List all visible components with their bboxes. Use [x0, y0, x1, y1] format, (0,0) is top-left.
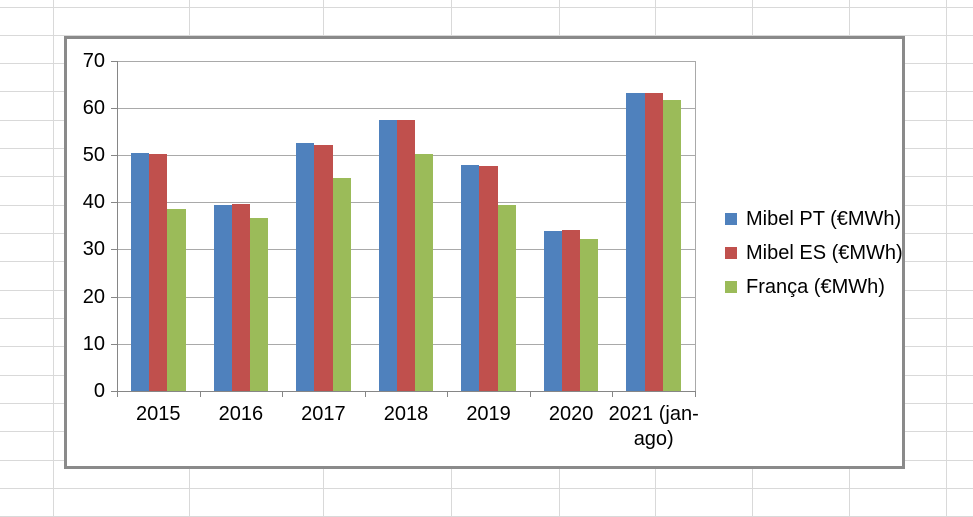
y-axis-label: 60	[82, 96, 105, 119]
bar-frança-1[interactable]	[167, 209, 186, 391]
bar-frança-2[interactable]	[249, 218, 269, 391]
legend-swatch-icon	[725, 247, 737, 259]
bar-mibel-7[interactable]	[644, 92, 663, 391]
x-tick	[282, 391, 284, 397]
x-category-label: 2021 (jan-ago)	[608, 403, 699, 450]
y-axis-label: 70	[82, 49, 105, 72]
y-tick	[111, 249, 117, 251]
x-category-label: 2015	[136, 403, 181, 425]
bar-mibel-6[interactable]	[543, 230, 563, 391]
x-category-label: 2016	[218, 403, 264, 425]
x-category-label: 2017	[301, 403, 346, 425]
y-axis-label: 40	[82, 191, 105, 214]
bar-mibel-2[interactable]	[213, 204, 232, 391]
y-axis[interactable]	[117, 60, 118, 392]
chart-object[interactable]: 0 10 20 30 40 50 60 70 2015 2016 2017 2018 2019 2020 2…	[64, 36, 905, 469]
x-category-label: 2020	[548, 403, 594, 425]
bar-mibel-3[interactable]	[314, 144, 333, 391]
legend-swatch-icon	[725, 281, 737, 293]
bar-frança-4[interactable]	[415, 153, 434, 391]
x-tick	[364, 391, 366, 397]
y-axis-label: 10	[82, 332, 105, 355]
legend-label: Mibel PT (€MWh)	[746, 208, 902, 230]
y-axis-label: 50	[82, 143, 105, 166]
legend-item[interactable]: França (€MWh)	[725, 275, 885, 299]
bar-mibel-3[interactable]	[296, 143, 315, 391]
y-axis-label: 30	[82, 238, 105, 261]
x-category-label: 2018	[383, 403, 429, 425]
x-tick	[695, 391, 696, 397]
bar-mibel-1[interactable]	[149, 153, 168, 391]
x-tick	[447, 391, 449, 397]
bar-mibel-5[interactable]	[479, 165, 498, 391]
legend-item[interactable]: Mibel PT (€MWh)	[725, 207, 901, 231]
y-tick	[111, 107, 117, 109]
legend-item[interactable]: Mibel ES (€MWh)	[725, 241, 903, 265]
bar-mibel-6[interactable]	[562, 230, 581, 391]
x-tick	[612, 391, 614, 397]
legend-label: Mibel ES (€MWh)	[746, 242, 903, 264]
bar-mibel-4[interactable]	[378, 119, 397, 391]
y-tick	[111, 343, 117, 345]
bar-mibel-1[interactable]	[130, 153, 150, 391]
sheet-row-line	[0, 7, 973, 8]
x-axis[interactable]	[111, 391, 696, 392]
y-tick	[111, 154, 117, 156]
bar-frança-5[interactable]	[497, 204, 516, 391]
y-tick	[111, 60, 117, 62]
bar-mibel-5[interactable]	[461, 164, 480, 391]
bar-frança-3[interactable]	[332, 178, 351, 391]
sheet-row-line	[0, 488, 973, 489]
sheet-column-line	[946, 0, 947, 517]
legend-label: França (€MWh)	[746, 276, 885, 298]
y-gridline	[117, 107, 695, 109]
bar-frança-7[interactable]	[662, 100, 681, 391]
x-tick	[117, 391, 118, 397]
bar-frança-6[interactable]	[580, 238, 599, 391]
x-category-label: 2019	[466, 403, 511, 425]
bar-mibel-2[interactable]	[231, 203, 250, 391]
y-axis-label: 20	[82, 285, 105, 308]
y-tick	[111, 202, 117, 204]
y-gridline	[117, 60, 695, 62]
y-axis-label: 0	[93, 380, 105, 402]
y-tick	[111, 296, 117, 298]
sheet-column-line	[53, 0, 54, 517]
y-tick	[111, 391, 117, 392]
x-tick	[199, 391, 201, 397]
bar-mibel-4[interactable]	[396, 120, 416, 391]
legend-swatch-icon	[725, 213, 737, 225]
plot-right-border	[695, 60, 696, 392]
bar-mibel-7[interactable]	[626, 92, 645, 391]
x-tick	[529, 391, 531, 397]
